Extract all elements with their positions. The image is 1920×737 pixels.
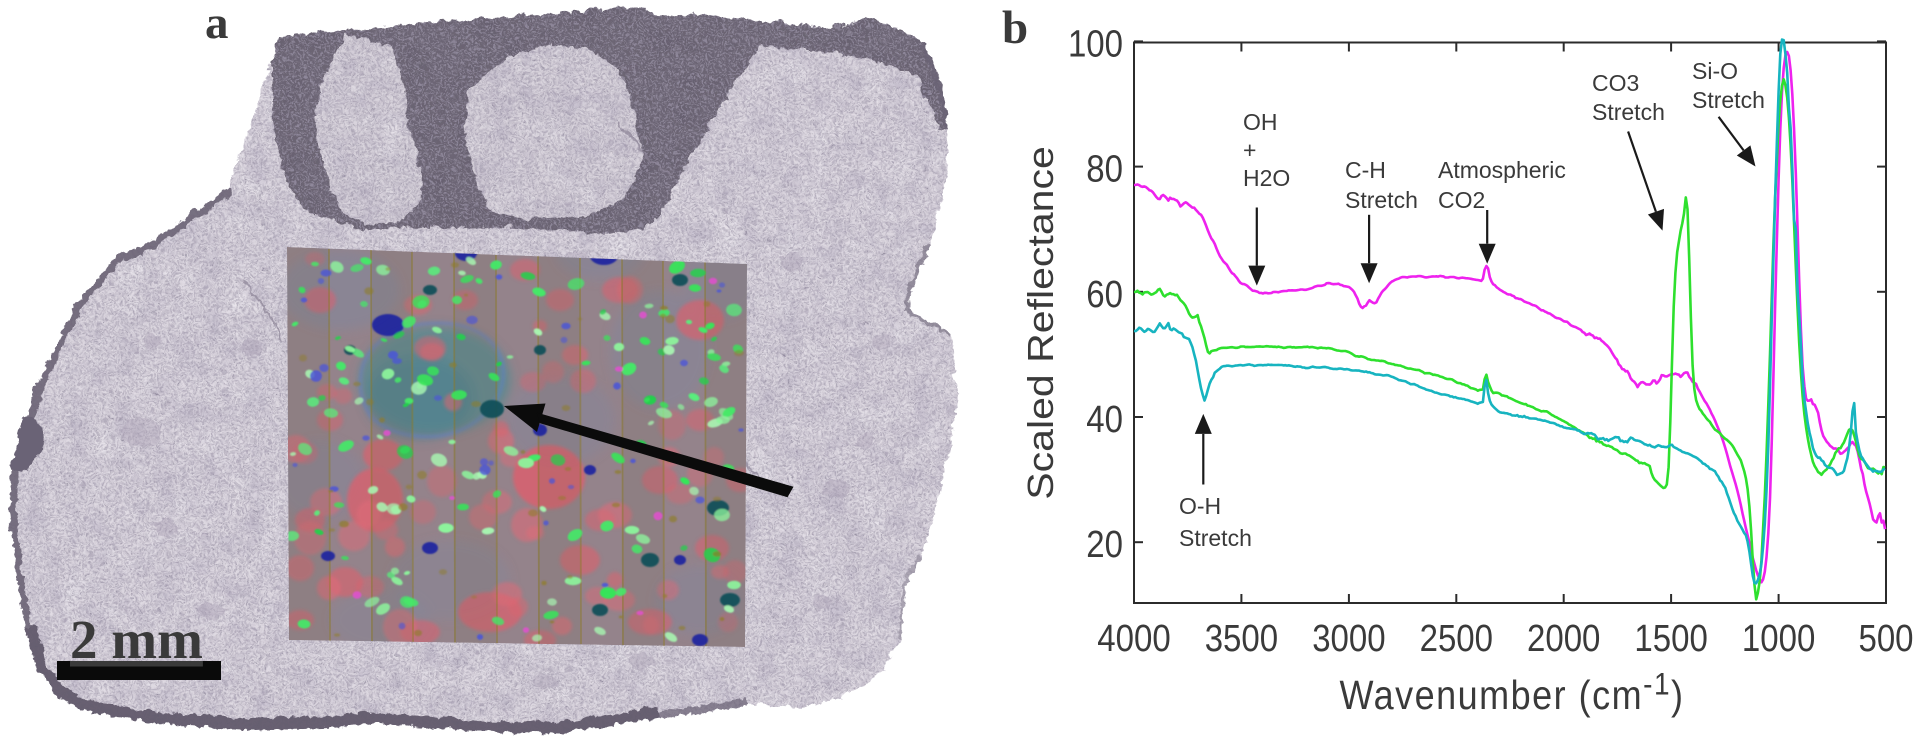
svg-text:500: 500 [1858,618,1913,659]
svg-text:CO3: CO3 [1592,70,1639,96]
svg-text:Stretch: Stretch [1692,87,1765,113]
svg-text:40: 40 [1086,399,1123,440]
svg-text:Si-O: Si-O [1692,58,1738,84]
svg-text:a: a [205,0,229,49]
svg-text:2500: 2500 [1420,618,1493,659]
svg-text:Stretch: Stretch [1345,187,1418,213]
svg-text:100: 100 [1068,23,1123,64]
svg-text:OH: OH [1243,109,1278,135]
svg-text:4000: 4000 [1097,618,1170,659]
svg-text:1000: 1000 [1742,618,1815,659]
svg-text:Wavenumber (cm-1): Wavenumber (cm-1) [1339,667,1684,719]
svg-text:Atmospheric: Atmospheric [1438,157,1566,183]
svg-text:H2O: H2O [1243,165,1290,191]
svg-text:2 mm: 2 mm [70,609,203,670]
svg-text:20: 20 [1086,524,1123,565]
svg-text:CO2: CO2 [1438,187,1485,213]
svg-text:2000: 2000 [1527,618,1600,659]
svg-text:+: + [1243,137,1256,163]
svg-text:b: b [1002,2,1028,54]
svg-text:Stretch: Stretch [1179,525,1252,551]
svg-text:Stretch: Stretch [1592,99,1665,125]
svg-text:80: 80 [1086,149,1123,190]
svg-text:1500: 1500 [1634,618,1707,659]
svg-text:O-H: O-H [1179,493,1221,519]
svg-text:3000: 3000 [1312,618,1385,659]
svg-text:60: 60 [1086,274,1123,315]
svg-text:Scaled Reflectance: Scaled Reflectance [1021,146,1061,500]
svg-text:3500: 3500 [1205,618,1278,659]
svg-text:C-H: C-H [1345,157,1386,183]
